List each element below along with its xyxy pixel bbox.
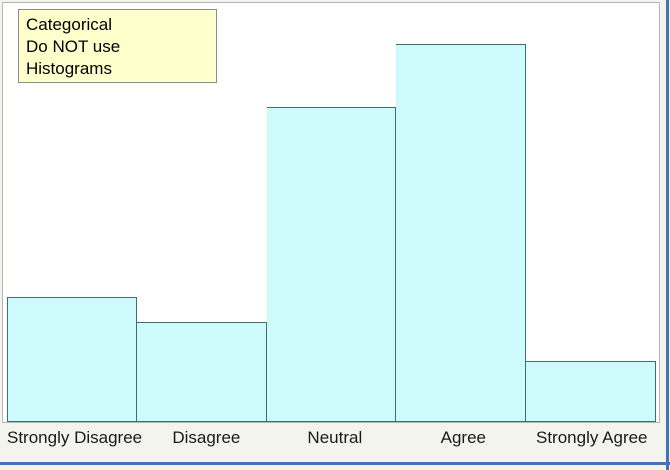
bar-agree [396, 44, 526, 422]
annotation-line: Do NOT use [26, 37, 121, 56]
x-axis-label: Neutral [307, 428, 363, 447]
annotation-line: Histograms [26, 59, 112, 78]
bar-neutral [267, 107, 396, 422]
chart-plot-area [2, 2, 660, 423]
x-axis-label: Strongly Disagree [7, 428, 143, 447]
bar-strongly-disagree [7, 297, 137, 422]
annotation-line: Categorical [26, 15, 112, 34]
x-axis-label: Strongly Agree [536, 428, 648, 447]
x-axis-label: Disagree [172, 428, 241, 447]
x-axis-label: Agree [440, 428, 486, 447]
window-edge-bottom [0, 462, 670, 465]
annotation-note: Categorical Do NOT use Histograms [18, 9, 217, 83]
x-axis-labels: Strongly Disagree Disagree Neutral Agree Str… [7, 428, 656, 448]
bar-strongly-agree [526, 361, 656, 422]
window-edge-right [666, 0, 669, 470]
bar-disagree [137, 322, 267, 422]
